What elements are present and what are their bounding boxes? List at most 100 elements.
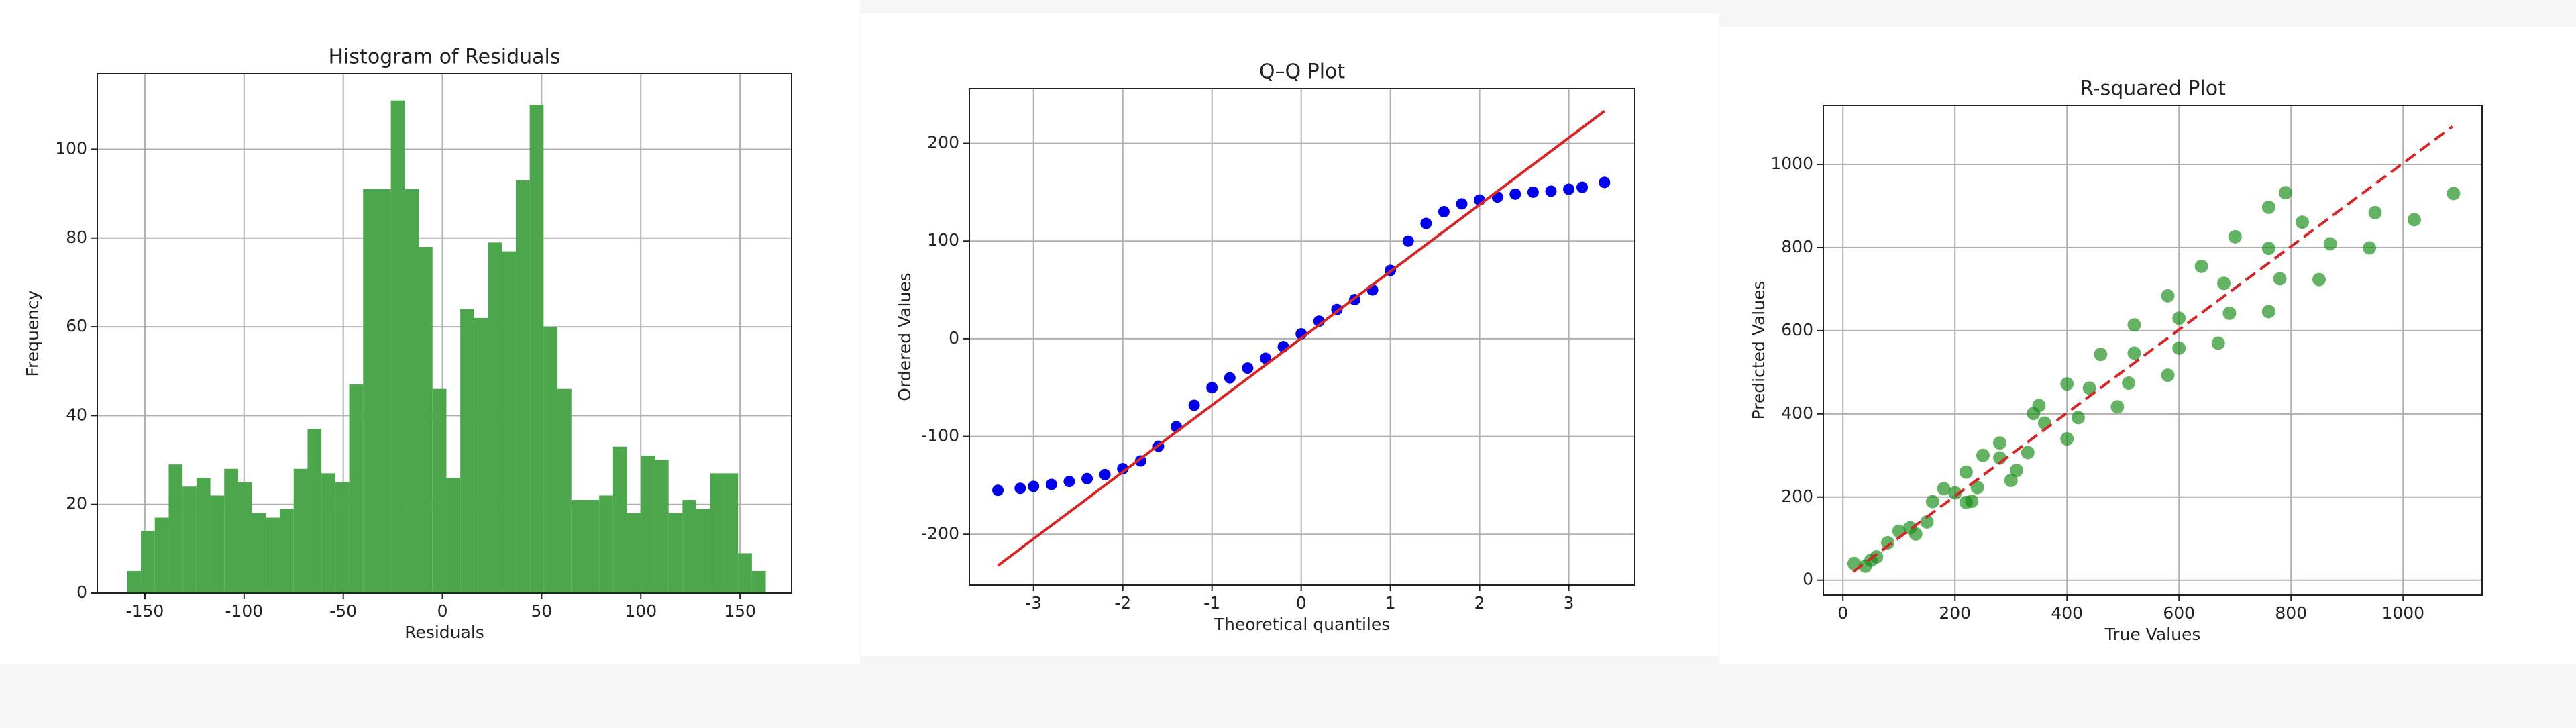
point [2228,229,2242,244]
bar [127,570,142,593]
axes-frame [969,88,1635,586]
point [1188,399,1200,411]
point [1224,372,1236,384]
point [1063,476,1075,488]
panel [861,13,1719,656]
point [1563,183,1575,195]
bar [321,473,335,593]
y-tick-label: 0 [76,582,87,602]
x-tick-label: -150 [126,601,164,621]
point [2161,289,2175,303]
point [2261,242,2275,256]
x-tick-label: -2 [1114,593,1131,613]
bar [627,513,641,593]
bar [488,242,502,593]
chart-title: Q–Q Plot [1259,60,1346,84]
point [2261,305,2275,319]
y-tick-label: 40 [66,405,87,424]
bar [252,513,266,593]
bar [182,486,197,593]
point [2010,464,2024,478]
x-axis-label: Theoretical quantiles [1214,615,1391,634]
bar [224,468,238,593]
y-tick-label: 800 [1781,237,1813,256]
point [2060,431,2074,446]
point [1965,494,1979,508]
x-tick-label: -50 [329,601,357,621]
bar [543,327,558,593]
point [2363,241,2377,255]
point [1599,176,1611,189]
y-tick-label: 0 [1803,570,1813,589]
bar [599,495,613,593]
point [1206,382,1218,394]
point [1993,436,2007,450]
point [1081,472,1093,484]
point [1242,362,1254,374]
point [2273,272,2287,286]
y-axis-label: Predicted Values [1749,281,1768,420]
bar [266,517,280,593]
point [1099,468,1111,480]
point [2194,259,2208,273]
point [2222,306,2237,320]
point [2071,411,2085,425]
bar [154,517,169,593]
point [2082,381,2096,395]
y-tick-label: 200 [927,133,959,152]
point [1948,486,1962,500]
point [1045,478,1057,490]
point [2122,376,2136,390]
point [2094,348,2108,362]
bar [668,513,683,593]
reference-line [1852,125,2453,573]
bar [738,553,752,593]
x-tick-label: -100 [225,601,263,621]
bar [307,429,322,593]
x-axis-label: True Values [2104,625,2201,644]
point [2323,237,2337,251]
point [2447,187,2461,201]
point [1117,463,1129,475]
bar [529,105,544,594]
point [2060,377,2074,391]
point [2172,311,2186,325]
point [2021,446,2035,460]
bar [280,509,294,593]
bar [474,317,488,593]
point [1976,448,1990,462]
point [1420,217,1432,229]
bar [293,468,308,593]
x-tick-label: 800 [2275,603,2307,623]
bar [502,251,516,593]
x-tick-label: 50 [531,601,552,621]
y-tick-label: 100 [927,230,959,250]
point [1402,235,1414,247]
point [1259,352,1271,364]
bar [557,388,572,593]
point [2295,215,2309,229]
bar [432,388,447,593]
y-tick-label: 0 [949,328,959,348]
point [1959,465,1973,479]
axes-frame [1823,105,2483,596]
bar [419,247,433,593]
point [2172,341,2186,355]
y-tick-label: -100 [921,426,959,446]
point [2211,336,2225,350]
point [1881,535,1895,550]
point [1925,495,1939,509]
y-tick-label: 600 [1781,320,1813,340]
point [1909,527,1923,541]
bar [515,180,530,593]
point [2110,400,2125,414]
point [1970,480,1984,495]
bar [168,464,183,593]
bar [363,189,377,593]
point [2032,399,2046,413]
point [1028,480,1040,492]
point [1545,185,1557,197]
x-tick-label: -3 [1025,593,1042,613]
